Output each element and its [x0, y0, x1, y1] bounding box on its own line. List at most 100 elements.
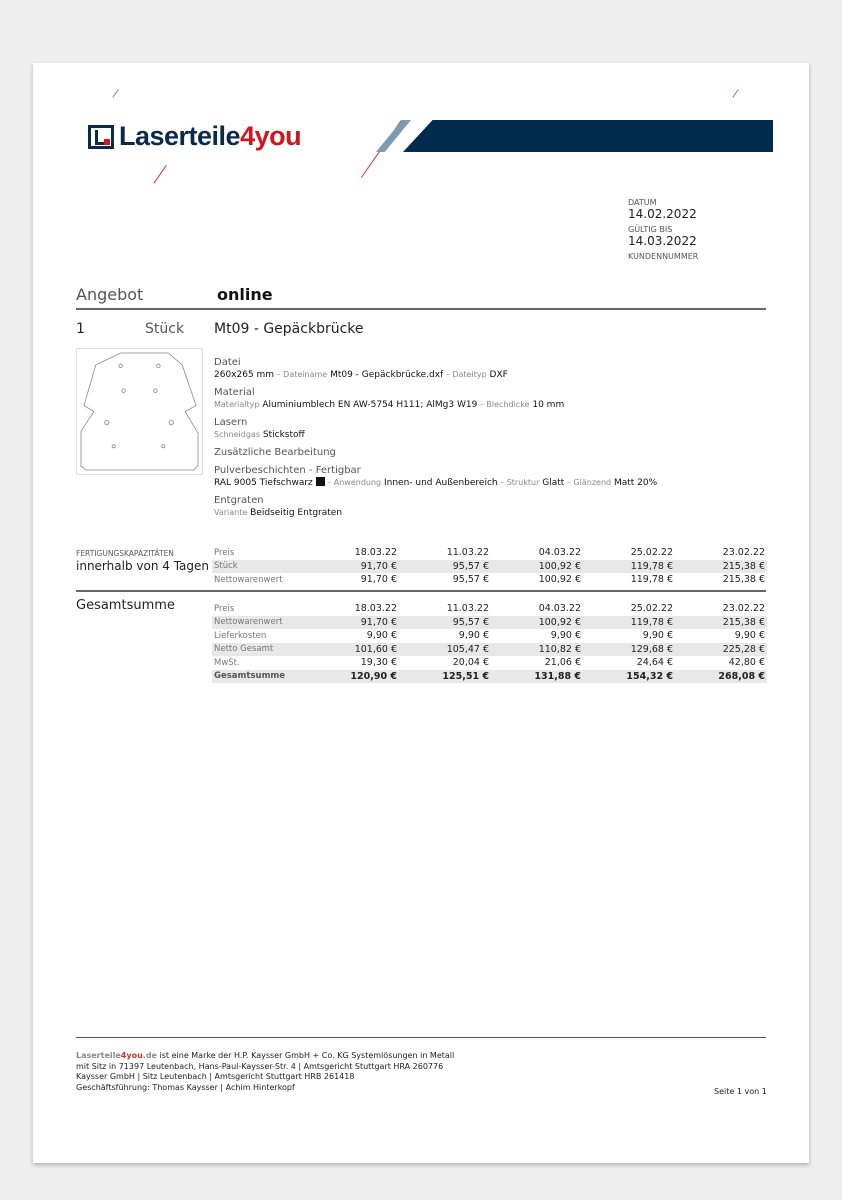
detail-key: Blechdicke: [486, 400, 530, 409]
detail-value: Mt09 - Gepäckbrücke.dxf: [330, 370, 444, 380]
item-unit: Stück: [145, 321, 185, 337]
cell-value: 9,90 €: [734, 630, 765, 642]
cell-value: 125,51 €: [399, 669, 491, 683]
detail-line: 260x265 mm – Dateiname Mt09 - Gepäckbrüc…: [214, 370, 508, 380]
table-row: Preis 18.03.22 11.03.22 04.03.22 25.02.22 23.…: [212, 546, 767, 560]
detail-value: Aluminiumblech EN AW-5754 H111; AlMg3 W1…: [262, 400, 478, 410]
cell-value: 21,06 €: [544, 657, 581, 669]
document-meta: DATUM 14.02.2022 GÜLTIG BIS 14.03.2022 K…: [628, 198, 698, 261]
cell-value: 100,92 €: [491, 615, 583, 629]
detail-value: Innen- und Außenbereich: [383, 478, 498, 488]
part-preview: [76, 348, 203, 475]
cell-value: 9,90 €: [550, 630, 581, 642]
cell-value: 18.03.22: [354, 547, 397, 559]
cell-value: 120,90 €: [307, 669, 399, 683]
detail-key: Schneidgas: [214, 430, 260, 439]
date-label: DATUM: [628, 198, 657, 207]
detail-value: RAL 9005 Tiefschwarz: [214, 478, 313, 488]
table-row: Stück 91,70 €95,57 €100,92 €119,78 €215,3…: [212, 559, 767, 573]
detail-heading: Zusätzliche Bearbeitung: [214, 447, 336, 458]
decor-line: [153, 165, 167, 184]
row-label: Nettowarenwert: [214, 574, 283, 585]
decor-line: [732, 89, 739, 98]
cell-value: 100,92 €: [538, 574, 581, 586]
divider: [76, 590, 766, 592]
footer-line: ist eine Marke der H.P. Kaysser GmbH + C…: [156, 1051, 455, 1060]
item-title: Mt09 - Gepäckbrücke: [214, 321, 364, 337]
footer-brand-domain: .de: [142, 1051, 157, 1060]
detail-value: 260x265 mm: [214, 370, 275, 380]
detail-key: Dateityp: [452, 370, 487, 379]
cell-value: 23.02.22: [722, 603, 765, 615]
footer-line: Geschäftsführung: Thomas Kaysser | Achim…: [76, 1082, 295, 1092]
cell-value: 91,70 €: [307, 559, 399, 573]
footer-text: Laserteile4you.de ist eine Marke der H.P…: [76, 1051, 454, 1093]
detail-key: Materialtyp: [214, 400, 260, 409]
cell-value: 23.02.22: [722, 547, 765, 559]
color-swatch: [315, 477, 325, 486]
cell-value: 25.02.22: [630, 603, 673, 615]
cell-value: 91,70 €: [360, 574, 397, 586]
table-row: Lieferkosten 9,90 € 9,90 € 9,90 € 9,90 € 9,90…: [212, 629, 767, 643]
customer-number-label: KUNDENNUMMER: [628, 252, 699, 261]
cell-value: 19,30 €: [360, 657, 397, 669]
item-details: Datei 260x265 mm – Dateiname Mt09 - Gepäc…: [214, 351, 774, 519]
cell-value: 95,57 €: [452, 574, 489, 586]
cell-value: 105,47 €: [399, 642, 491, 656]
cell-value: 04.03.22: [538, 603, 581, 615]
row-label: Gesamtsumme: [212, 669, 307, 683]
valid-until-value: 14.03.2022: [628, 234, 697, 248]
total-price-table: Preis 18.03.22 11.03.22 04.03.22 25.02.22 23.…: [212, 602, 767, 683]
cell-value: 100,92 €: [491, 559, 583, 573]
cell-value: 154,32 €: [583, 669, 675, 683]
cell-value: 215,38 €: [675, 615, 767, 629]
table-row: Nettowarenwert 91,70 € 95,57 € 100,92 € 119,…: [212, 573, 767, 587]
cell-value: 9,90 €: [458, 630, 489, 642]
cell-value: 91,70 €: [307, 615, 399, 629]
detail-line: Schneidgas Stickstoff: [214, 429, 774, 441]
cell-value: 129,68 €: [583, 642, 675, 656]
cell-value: 215,38 €: [722, 574, 765, 586]
table-row: Gesamtsumme 120,90 €125,51 €131,88 €154,3…: [212, 669, 767, 683]
logo-text-accent: 4you: [240, 121, 302, 151]
page-number: Seite 1 von 1: [714, 1087, 767, 1096]
cell-value: 04.03.22: [538, 547, 581, 559]
table-row: Netto Gesamt 101,60 €105,47 €110,82 €129,…: [212, 642, 767, 656]
row-label: Lieferkosten: [214, 630, 267, 641]
divider: [76, 308, 766, 310]
header-bar-light: [376, 120, 411, 152]
detail-value: 10 mm: [532, 400, 565, 410]
detail-heading: Entgraten: [214, 495, 264, 506]
logo-icon: [88, 124, 114, 149]
item-quantity: 1: [76, 321, 85, 337]
table-row: Nettowarenwert 91,70 €95,57 €100,92 €119,…: [212, 615, 767, 629]
detail-value: Matt 20%: [613, 478, 658, 488]
cell-value: 11.03.22: [446, 547, 489, 559]
row-label: Stück: [212, 559, 307, 573]
detail-heading: Datei: [214, 357, 241, 368]
cell-value: 225,28 €: [675, 642, 767, 656]
detail-value: Beidseitig Entgraten: [250, 508, 343, 518]
cell-value: 20,04 €: [452, 657, 489, 669]
cell-value: 131,88 €: [491, 669, 583, 683]
order-channel: online: [217, 285, 273, 304]
detail-value: DXF: [489, 370, 508, 380]
cell-value: 119,78 €: [583, 559, 675, 573]
footer-brand: Laserteile: [76, 1051, 121, 1060]
capacity-label: FERTIGUNGSKAPAZITÄTEN: [76, 549, 174, 558]
decor-line: [112, 89, 119, 98]
footer-brand-accent: 4you: [120, 1051, 143, 1060]
detail-heading: Lasern: [214, 417, 248, 428]
detail-key: Variante: [214, 508, 248, 517]
cell-value: 9,90 €: [366, 630, 397, 642]
capacity-value: innerhalb von 4 Tagen: [76, 559, 209, 573]
row-label: Preis: [214, 603, 235, 614]
cell-value: 95,57 €: [399, 615, 491, 629]
cell-value: 119,78 €: [630, 574, 673, 586]
cell-value: 215,38 €: [675, 559, 767, 573]
detail-key: Struktur: [506, 478, 540, 487]
cell-value: 11.03.22: [446, 603, 489, 615]
header-bar: [403, 120, 773, 152]
date-value: 14.02.2022: [628, 207, 697, 221]
row-label: Nettowarenwert: [212, 615, 307, 629]
